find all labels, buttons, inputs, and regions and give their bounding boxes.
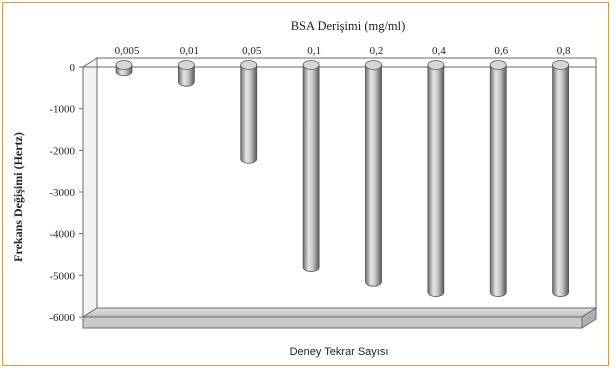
bar-top-cap [177,60,195,70]
x-tick-label: 0,2 [370,45,384,57]
chart-title: BSA Derişimi (mg/ml) [291,19,406,33]
bar-chart: BSA Derişimi (mg/ml) 0 -1000 -2000 -3000 -40… [11,19,598,358]
y-tick-label: -2000 [49,145,75,157]
y-tick-label: -3000 [49,187,75,199]
bar-series: 0,005 0,01 0,05 0,1 0,2 0,4 0,6 0,8 [115,45,571,297]
bar [240,60,258,164]
bar [552,60,570,297]
bar [115,60,133,77]
y-tick-label: -1000 [49,104,75,116]
bar-top-cap [365,60,382,70]
plot-floor-right [581,307,597,329]
bar-top-cap [552,60,570,70]
x-axis-title: Deney Tekrar Sayısı [290,346,389,358]
x-tick-label: 0,05 [242,45,262,57]
bar-top-cap [115,60,133,70]
bar-top-cap [240,60,258,70]
bar-body [240,64,258,164]
y-tick-label: -4000 [49,229,75,241]
plot-floor [81,307,598,318]
bar [489,60,507,297]
bar-body [489,64,507,297]
x-tick-label: 0,4 [432,45,446,57]
x-tick-label: 0,1 [307,45,321,57]
bar-body [177,64,195,87]
chart-frame: BSA Derişimi (mg/ml) 0 -1000 -2000 -3000 -40… [2,2,609,366]
x-tick-label: 0,005 [115,45,140,57]
bar-top-cap [427,60,445,70]
y-tick-label: -5000 [49,270,75,282]
bar-body [427,64,445,297]
bar-top-cap [302,60,320,70]
y-axis-title: Frekans Değişimi (Hertz) [11,132,25,262]
bar [365,60,382,287]
tick-labels: 0 -1000 -2000 -3000 -4000 -5000 -6000 [49,62,83,324]
plot-side-wall [82,57,98,318]
bar-body [552,64,570,297]
x-tick-label: 0,01 [180,45,199,57]
y-tick-label: 0 [70,62,76,74]
x-tick-label: 0,8 [557,45,571,57]
bar [302,60,320,272]
plot-floor-front [82,316,583,329]
bar-body [302,64,320,272]
bar [427,60,445,297]
bar-body [365,64,382,287]
y-tick-label: -6000 [49,312,75,324]
plot-back-wall [96,57,597,309]
bar [177,60,195,87]
bar-top-cap [489,60,507,70]
x-tick-label: 0,6 [494,45,508,57]
